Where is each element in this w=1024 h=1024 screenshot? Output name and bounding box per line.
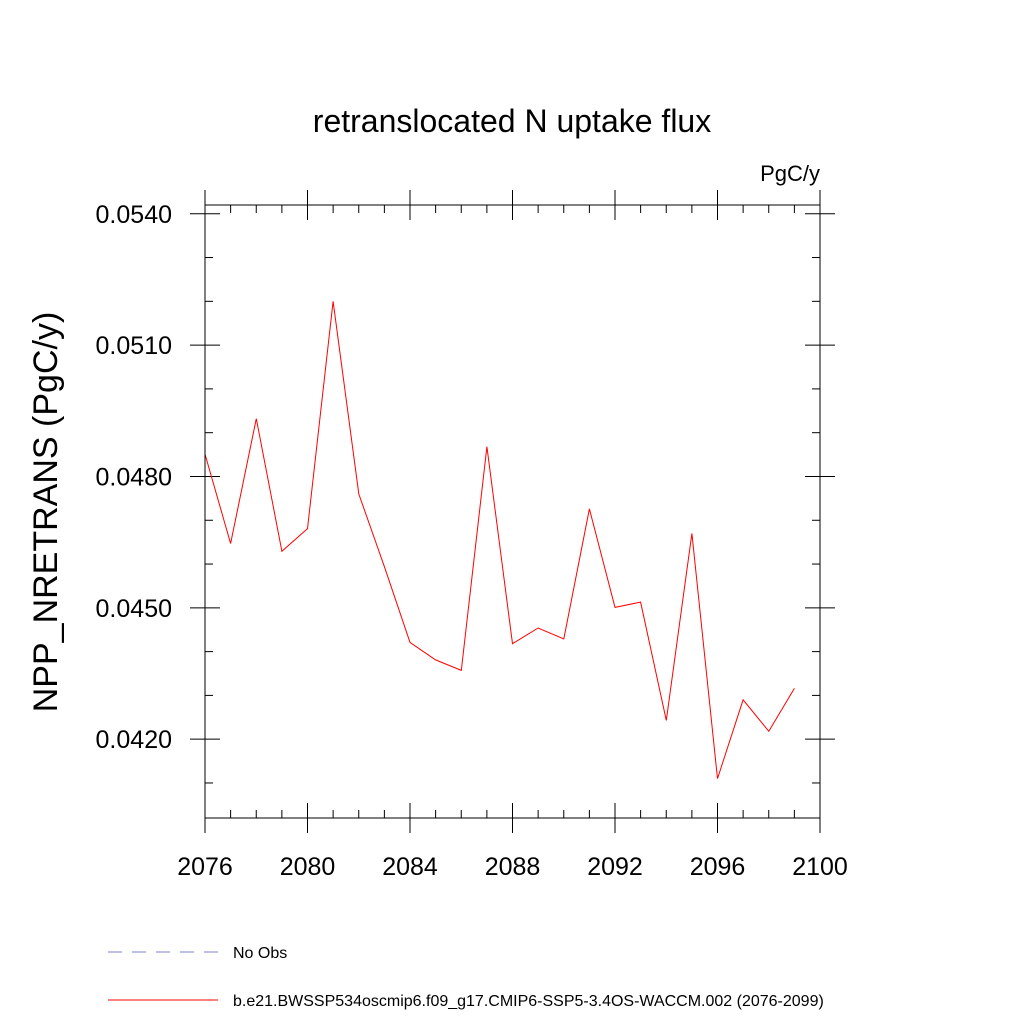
units-label: PgC/y — [760, 161, 820, 186]
y-tick-label: 0.0540 — [96, 201, 172, 229]
x-tick-label: 2100 — [792, 853, 848, 881]
x-tick-label: 2092 — [587, 853, 643, 881]
x-tick-label: 2076 — [177, 853, 233, 881]
x-tick-label: 2084 — [382, 853, 438, 881]
series-line — [204, 301, 795, 779]
plot-frame — [204, 204, 821, 819]
y-tick-label: 0.0510 — [96, 332, 172, 360]
legend-entry-label: b.e21.BWSSP534oscmip6.f09_g17.CMIP6-SSP5… — [233, 993, 824, 1010]
y-tick-label: 0.0450 — [96, 595, 172, 623]
y-axis-label: NPP_NRETRANS (PgC/y) — [27, 312, 65, 713]
x-tick-label: 2096 — [690, 853, 746, 881]
y-tick-label: 0.0480 — [96, 463, 172, 491]
x-tick-label: 2088 — [485, 853, 541, 881]
chart-title: retranslocated N uptake flux — [313, 103, 711, 139]
x-tick-label: 2080 — [280, 853, 336, 881]
y-tick-label: 0.0420 — [96, 726, 172, 754]
legend-entry-label: No Obs — [233, 945, 287, 962]
